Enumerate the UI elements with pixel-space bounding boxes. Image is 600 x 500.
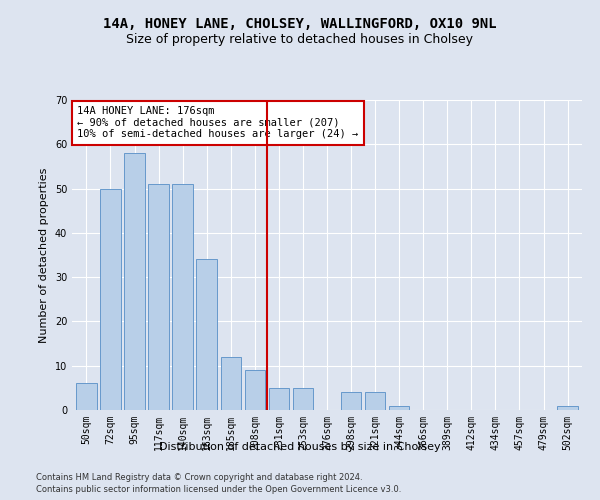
Text: Distribution of detached houses by size in Cholsey: Distribution of detached houses by size … bbox=[159, 442, 441, 452]
Bar bbox=[100, 188, 121, 410]
Text: Contains HM Land Registry data © Crown copyright and database right 2024.: Contains HM Land Registry data © Crown c… bbox=[36, 472, 362, 482]
Bar bbox=[245, 370, 265, 410]
Bar bbox=[365, 392, 385, 410]
Bar bbox=[341, 392, 361, 410]
Text: 14A HONEY LANE: 176sqm
← 90% of detached houses are smaller (207)
10% of semi-de: 14A HONEY LANE: 176sqm ← 90% of detached… bbox=[77, 106, 358, 140]
Bar bbox=[148, 184, 169, 410]
Bar bbox=[172, 184, 193, 410]
Text: Contains public sector information licensed under the Open Government Licence v3: Contains public sector information licen… bbox=[36, 485, 401, 494]
Text: Size of property relative to detached houses in Cholsey: Size of property relative to detached ho… bbox=[127, 32, 473, 46]
Bar bbox=[269, 388, 289, 410]
Bar bbox=[124, 153, 145, 410]
Bar bbox=[557, 406, 578, 410]
Text: 14A, HONEY LANE, CHOLSEY, WALLINGFORD, OX10 9NL: 14A, HONEY LANE, CHOLSEY, WALLINGFORD, O… bbox=[103, 18, 497, 32]
Bar bbox=[389, 406, 409, 410]
Bar bbox=[76, 384, 97, 410]
Bar bbox=[221, 357, 241, 410]
Y-axis label: Number of detached properties: Number of detached properties bbox=[39, 168, 49, 342]
Bar bbox=[196, 260, 217, 410]
Bar bbox=[293, 388, 313, 410]
